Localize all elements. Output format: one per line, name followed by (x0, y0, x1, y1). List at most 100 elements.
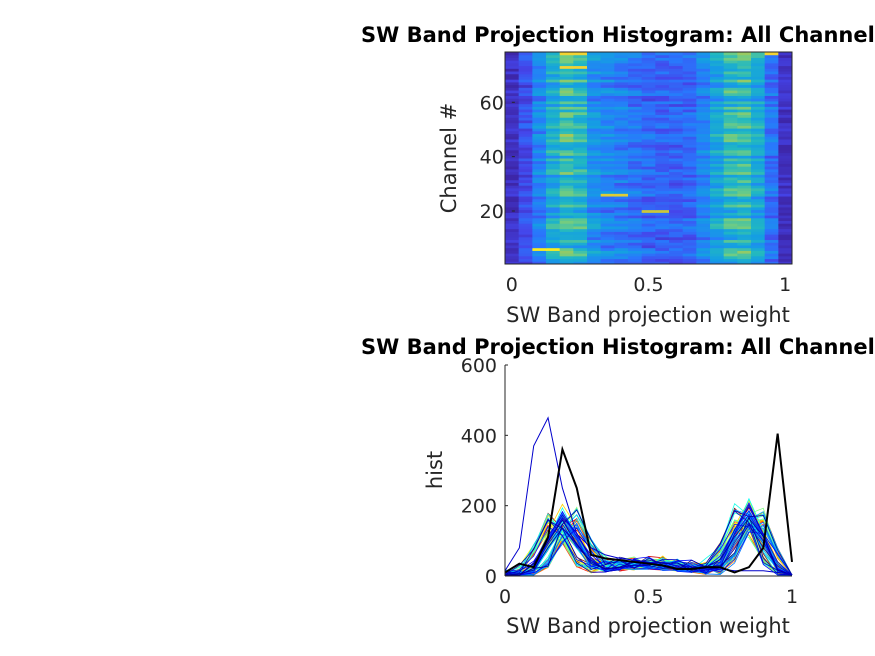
heatmap-cell (546, 244, 561, 249)
heatmap-cell (710, 111, 725, 116)
heatmap-cell (628, 212, 643, 216)
heatmap-cell (546, 136, 561, 140)
heatmap-cell (723, 141, 738, 145)
heatmap-cell (655, 84, 670, 88)
heatmap-cell (505, 147, 520, 151)
heatmap-cell (532, 106, 547, 110)
heatmap-cell (710, 87, 725, 91)
heatmap-cell (696, 261, 711, 265)
heatmap-cell (573, 122, 588, 126)
heatmap-cell (669, 247, 684, 251)
heatmap-cell (546, 155, 561, 159)
heatmap-cell (655, 206, 670, 211)
heatmap-cell (532, 231, 547, 235)
heatmap-cell (546, 57, 561, 61)
heatmap-cell (696, 244, 711, 249)
heatmap-cell (778, 100, 793, 105)
heatmap-cell (764, 204, 779, 208)
heatmap-cell (737, 201, 752, 205)
heatmap-cell (600, 261, 615, 265)
heatmap-cell (764, 109, 779, 113)
heatmap-cell (737, 158, 752, 162)
heatmap-cell (518, 79, 533, 83)
heatmap-cell (655, 109, 670, 113)
heatmap-cell (655, 65, 670, 69)
heatmap-cell (573, 217, 588, 222)
heatmap-cell (546, 220, 561, 224)
heatmap-cell (505, 247, 520, 251)
heatmap-cell (682, 163, 697, 167)
heatmap-cell (655, 201, 670, 205)
heatmap-cell (778, 130, 793, 135)
heatmap-cell (587, 187, 602, 192)
heatmap-cell (669, 166, 684, 170)
heatmap-cell (559, 147, 574, 151)
heatmap-cell (532, 201, 547, 205)
line-title: SW Band Projection Histogram: All Channe… (361, 335, 875, 359)
heatmap-cell (546, 90, 561, 94)
heatmap-cell (546, 255, 561, 260)
heatmap-cell (573, 234, 588, 238)
heatmap-cell (737, 136, 752, 140)
heatmap-cell (518, 152, 533, 156)
heatmap-cell (600, 149, 615, 154)
heatmap-cell (710, 247, 725, 251)
heatmap-cell (518, 215, 533, 219)
heatmap-cell (559, 215, 574, 219)
heatmap-cell (532, 138, 547, 143)
heatmap-cell (778, 52, 793, 56)
heatmap-cell (518, 166, 533, 170)
heatmap-cell (696, 103, 711, 107)
heatmap-cell (628, 114, 643, 118)
heatmap-cell (614, 103, 629, 107)
heatmap-cell (751, 147, 766, 151)
heatmap-cell (532, 130, 547, 135)
heatmap-cell (600, 242, 615, 246)
heatmap-cell (682, 103, 697, 107)
heatmap-cell (505, 144, 520, 148)
heatmap-cell (764, 103, 779, 107)
heatmap-cell (518, 255, 533, 260)
heatmap-cell (723, 152, 738, 156)
heatmap-cell (778, 136, 793, 140)
heatmap-cell (532, 190, 547, 194)
heatmap-cell (641, 242, 656, 246)
heatmap-cell (682, 179, 697, 183)
heatmap-cell (751, 111, 766, 116)
heatmap-cell (764, 196, 779, 200)
heatmap-cell (764, 179, 779, 183)
heatmap-cell (614, 201, 629, 205)
heatmap-cell (641, 198, 656, 202)
heatmap-cell (573, 52, 588, 56)
heatmap-cell (546, 84, 561, 88)
heatmap-cell (737, 228, 752, 232)
heatmap-cell (614, 182, 629, 186)
heatmap-cell (669, 168, 684, 173)
heatmap-cell (696, 62, 711, 67)
heatmap-cell (559, 212, 574, 216)
heatmap-cell (587, 155, 602, 159)
heatmap-cell (669, 223, 684, 227)
heatmap-cell (641, 57, 656, 61)
heatmap-cell (669, 163, 684, 167)
heatmap-cell (505, 65, 520, 69)
heatmap-cell (655, 209, 670, 213)
heatmap-cell (710, 130, 725, 135)
heatmap-cell (600, 166, 615, 170)
heatmap-cell (505, 201, 520, 205)
heatmap-cell (505, 130, 520, 135)
heatmap-cell (546, 168, 561, 173)
heatmap-cell (737, 171, 752, 175)
heatmap-cell (546, 144, 561, 148)
heatmap-cell (655, 98, 670, 102)
heatmap-cell (505, 179, 520, 183)
heatmap-cell (778, 253, 793, 257)
heatmap-cell (641, 133, 656, 137)
heatmap-cell (546, 187, 561, 192)
heatmap-cell (600, 57, 615, 61)
heatmap-cell (669, 255, 684, 260)
heatmap-cell (778, 231, 793, 235)
heatmap-cell (628, 106, 643, 110)
heatmap-cell (655, 73, 670, 77)
heatmap-cell (655, 185, 670, 189)
